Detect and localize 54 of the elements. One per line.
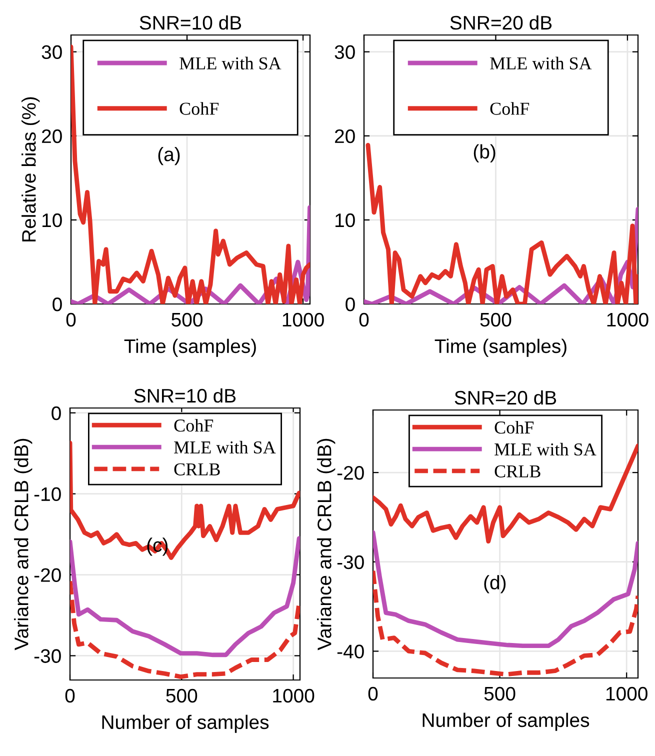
annotation: (b) — [474, 144, 496, 162]
x-tick-label: 1000 — [273, 688, 314, 703]
legend-label: CRLB — [494, 465, 540, 478]
x-tick-label: 1000 — [282, 312, 324, 327]
x-tick-label: 500 — [484, 686, 516, 701]
line-series — [70, 536, 300, 658]
legend-label: CRLB — [174, 463, 220, 476]
chart-title: SNR=20 dB — [450, 15, 552, 30]
y-tick-label: -20 — [337, 466, 364, 480]
x-axis-title: Number of samples — [422, 712, 590, 731]
legend-label: MLE with SA — [494, 442, 596, 456]
legend-label: MLE with SA — [180, 56, 282, 70]
legend-label: CohF — [174, 418, 214, 432]
y-axis-title: Variance and CRLB (dB) — [14, 438, 32, 650]
legend-label: CohF — [180, 102, 219, 115]
y-axis-title: Variance and CRLB (dB) — [317, 438, 336, 650]
line-series — [373, 444, 638, 544]
y-tick-label: 0 — [52, 297, 62, 312]
line-series — [373, 530, 638, 648]
x-tick-label: 0 — [66, 312, 76, 327]
chart-title: SNR=20 dB — [454, 390, 556, 405]
legend-label: CohF — [494, 420, 534, 434]
y-tick-label: 10 — [336, 213, 355, 228]
chart-title: SNR=10 dB — [140, 15, 242, 30]
y-tick-label: 10 — [42, 213, 62, 228]
x-tick-label: 500 — [480, 312, 512, 327]
y-tick-label: -10 — [34, 487, 61, 502]
x-tick-label: 500 — [172, 312, 202, 327]
x-axis-title: Time (samples) — [434, 338, 566, 357]
x-axis-title: Time (samples) — [124, 338, 256, 357]
x-tick-label: 500 — [166, 688, 198, 703]
legend-label: MLE with SA — [174, 440, 276, 454]
y-tick-label: -20 — [34, 568, 61, 582]
y-tick-label: 0 — [52, 406, 61, 420]
y-tick-label: 30 — [334, 45, 355, 60]
y-tick-label: 20 — [335, 129, 355, 144]
legend-label: CohF — [490, 102, 530, 115]
legend-label: MLE with SA — [490, 56, 592, 70]
annotation: (a) — [158, 146, 180, 166]
x-axis-title: Number of samples — [102, 714, 269, 733]
y-tick-label: 20 — [42, 129, 62, 144]
y-axis-title: Relative bias (%) — [22, 97, 40, 242]
x-tick-label: 1000 — [607, 312, 648, 327]
line-series — [70, 440, 300, 560]
y-tick-label: 30 — [42, 45, 62, 60]
annotation: (d) — [484, 575, 506, 594]
chart-title: SNR=10 dB — [134, 388, 236, 403]
y-tick-label: -30 — [34, 649, 61, 663]
x-tick-label: 0 — [368, 686, 378, 701]
y-tick-label: -30 — [337, 555, 364, 570]
x-tick-label: 0 — [65, 688, 75, 703]
x-tick-label: 1000 — [606, 686, 648, 701]
y-tick-label: 0 — [346, 297, 355, 312]
y-tick-label: -40 — [337, 644, 364, 658]
